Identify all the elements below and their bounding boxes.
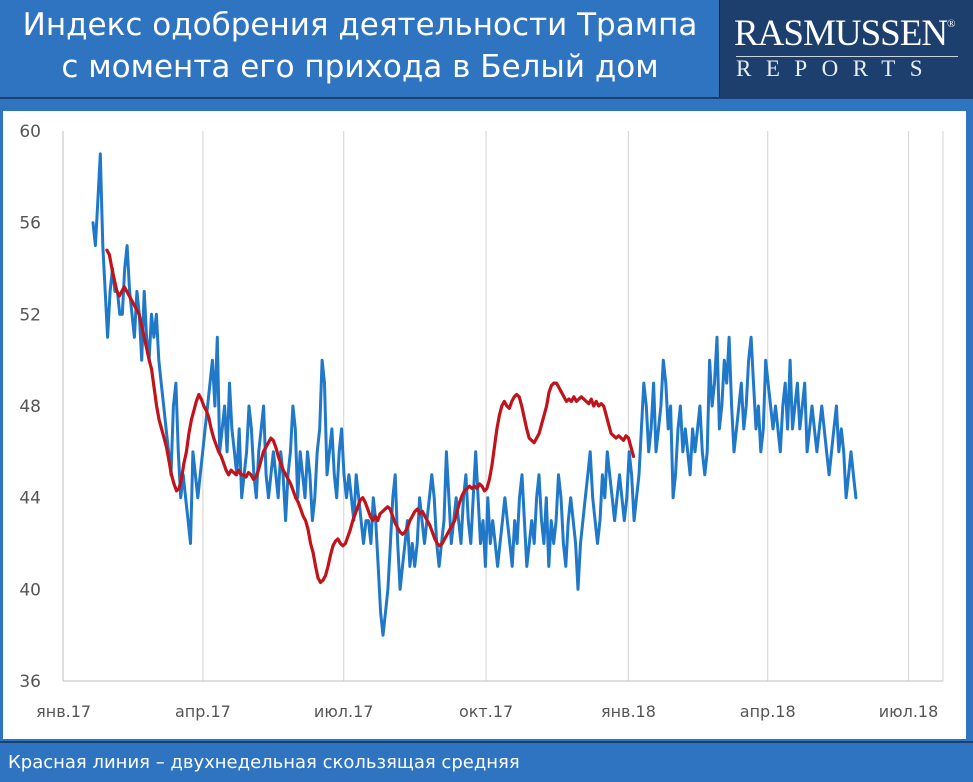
y-tick-label: 56 [19, 214, 41, 234]
logo-registered-mark: ® [947, 18, 955, 30]
chart-title: Индекс одобрения деятельности Трампа с м… [10, 4, 710, 88]
y-tick-label: 40 [19, 580, 41, 600]
y-tick-label: 60 [19, 122, 41, 142]
daily-approval-line [91, 152, 858, 637]
moving-average-line [105, 248, 636, 585]
x-tick-label: апр.18 [740, 702, 796, 721]
logo-name: RASMUSSEN [734, 13, 948, 54]
x-tick-label: апр.17 [175, 702, 231, 721]
logo-wordmark: RASMUSSEN® REPORTS [734, 14, 962, 81]
y-tick-label: 52 [19, 305, 41, 325]
header-banner: Индекс одобрения деятельности Трампа с м… [0, 0, 973, 97]
x-tick-label: июл.18 [879, 702, 939, 721]
y-tick-label: 44 [19, 489, 41, 509]
logo-top-text: RASMUSSEN® [734, 14, 962, 54]
y-tick-label: 48 [19, 397, 41, 417]
plot-area: янв.17 апр.17 июл.17 окт.17 янв.18 апр.18 июл.… [3, 111, 966, 739]
logo-divider [736, 56, 958, 57]
x-tick-label: янв.18 [601, 702, 656, 721]
title-line-2: с момента его прихода в Белый дом [61, 49, 659, 85]
x-tick-label: июл.17 [314, 702, 374, 721]
chart-panel: янв.17 апр.17 июл.17 окт.17 янв.18 апр.18 июл.… [0, 99, 973, 741]
footer-divider [0, 741, 973, 743]
header-divider [0, 97, 973, 99]
rasmussen-logo: RASMUSSEN® REPORTS [719, 0, 973, 97]
title-line-1: Индекс одобрения деятельности Трампа [22, 7, 698, 43]
x-tick-label: окт.17 [459, 702, 513, 721]
legend-caption: Красная линия – двухнедельная скользящая… [8, 752, 520, 773]
approval-line-chart: янв.17 апр.17 июл.17 окт.17 янв.18 апр.18 июл.… [19, 122, 944, 721]
logo-bottom-text: REPORTS [736, 56, 938, 81]
y-tick-label: 36 [19, 672, 41, 692]
x-tick-label: янв.17 [36, 702, 91, 721]
